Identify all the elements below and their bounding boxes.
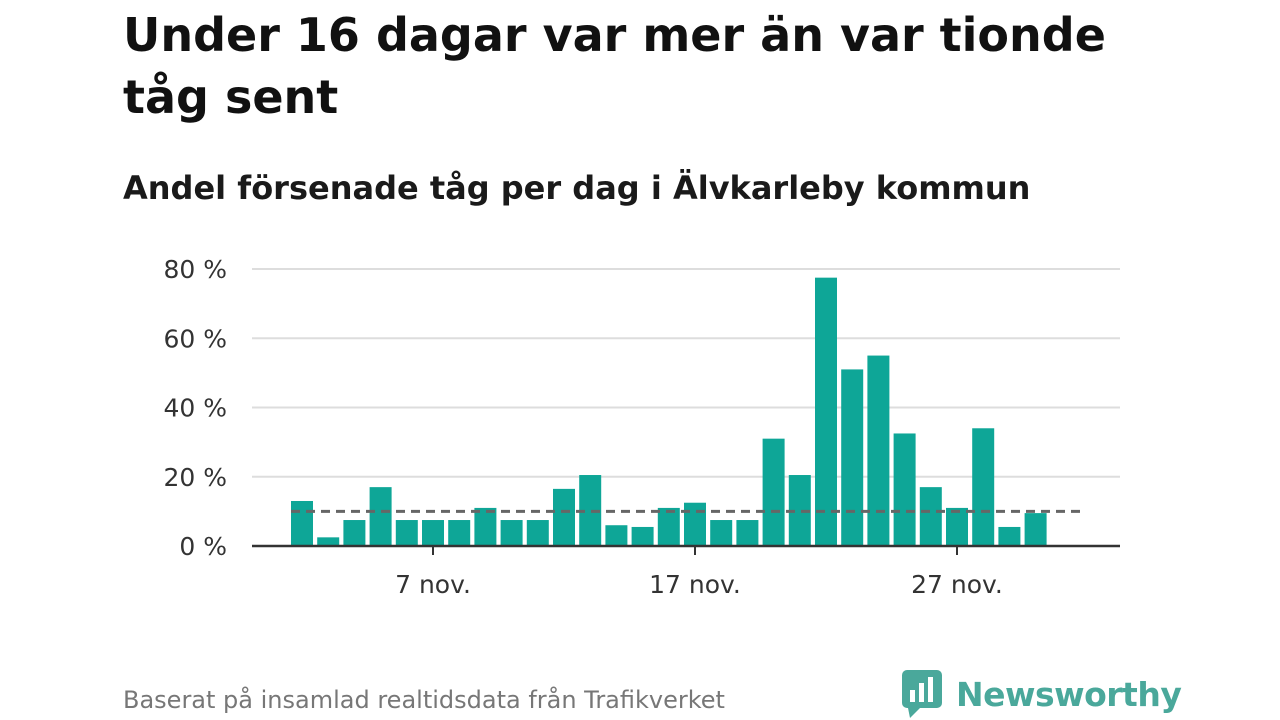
bar <box>841 369 864 546</box>
bar <box>448 520 471 546</box>
bar <box>395 520 418 546</box>
x-tick-label: 17 nov. <box>649 570 741 599</box>
bar <box>867 355 890 546</box>
y-tick-label: 0 % <box>179 532 227 561</box>
bar <box>474 507 497 546</box>
bar <box>972 428 995 546</box>
bar <box>291 500 313 546</box>
bar <box>500 520 523 546</box>
bar <box>946 507 968 546</box>
bar <box>553 488 575 546</box>
bar <box>736 520 759 546</box>
bar <box>657 507 680 546</box>
bar <box>1024 513 1047 546</box>
y-tick-label: 20 % <box>163 463 227 492</box>
bar <box>788 475 811 546</box>
bar <box>815 277 837 546</box>
chart-title: Under 16 dagar var mer än var tionde tåg… <box>123 8 1106 124</box>
y-tick-label: 40 % <box>163 394 227 423</box>
chart-subtitle: Andel försenade tåg per dag i Älvkarleby… <box>123 169 1031 207</box>
bar <box>422 520 444 546</box>
bar <box>605 525 628 546</box>
bar-chart: 0 % 20 % 40 % 60 % 80 % 7 nov. 17 nov. 27 nov. <box>163 255 1120 599</box>
bar <box>579 475 602 546</box>
brand-name: Newsworthy <box>956 674 1182 714</box>
bar <box>710 520 733 546</box>
bar <box>317 537 340 546</box>
y-tick-label: 80 % <box>163 255 227 284</box>
y-tick-label: 60 % <box>163 324 227 353</box>
x-tick-label: 7 nov. <box>395 570 471 599</box>
newsworthy-brand: Newsworthy <box>902 670 1182 718</box>
bar <box>998 526 1021 546</box>
x-tick-label: 27 nov. <box>911 570 1003 599</box>
bar <box>526 520 549 546</box>
bar <box>893 433 916 546</box>
bar <box>369 487 392 546</box>
newsworthy-logo-icon <box>902 670 942 718</box>
bar <box>631 526 654 546</box>
bar <box>762 438 785 546</box>
bar <box>919 487 942 546</box>
source-footnote: Baserat på insamlad realtidsdata från Tr… <box>123 686 725 714</box>
bar <box>343 520 366 546</box>
bar <box>684 502 706 546</box>
